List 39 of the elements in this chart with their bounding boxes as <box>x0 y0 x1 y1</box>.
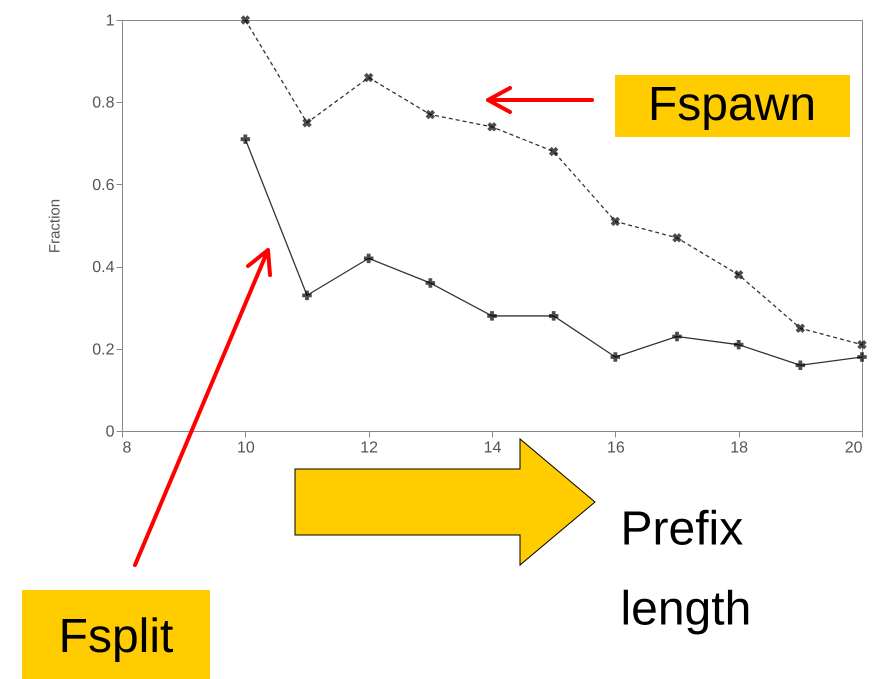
point <box>610 216 620 226</box>
point <box>487 311 497 321</box>
point <box>240 134 250 144</box>
y-tick-label: 0.8 <box>92 94 115 112</box>
point <box>796 360 806 370</box>
point <box>672 233 682 243</box>
x-tick-label: 8 <box>122 440 132 456</box>
y-tick-label: 0.4 <box>92 259 115 276</box>
x-tick-label: 14 <box>484 440 502 456</box>
point <box>426 278 436 288</box>
point <box>734 340 744 350</box>
series-label: Fspawn <box>648 78 816 131</box>
point <box>426 110 436 120</box>
point <box>302 290 312 300</box>
x-axis-title: Prefix length <box>620 502 752 636</box>
y-tick-label: 0 <box>106 424 115 440</box>
point <box>302 118 312 128</box>
point <box>240 15 250 25</box>
point <box>796 324 806 333</box>
point <box>364 72 374 82</box>
x-tick-label: 16 <box>606 440 625 456</box>
x-tick-label: 20 <box>844 440 863 456</box>
point <box>672 332 682 342</box>
x-tick-label: 10 <box>236 440 255 456</box>
point <box>364 254 374 264</box>
x-tick-label: 18 <box>730 440 748 456</box>
y-axis-title: Fraction <box>46 198 64 254</box>
point <box>487 122 497 132</box>
point <box>857 340 867 350</box>
point <box>548 146 558 156</box>
point <box>610 352 620 362</box>
x-tick-label: 12 <box>360 440 378 456</box>
y-tick-label: 1 <box>106 12 115 30</box>
y-tick-label: 0.2 <box>92 341 115 358</box>
y-tick-label: 0.6 <box>92 176 115 194</box>
point <box>857 352 867 362</box>
point <box>548 311 558 321</box>
text: Fsplit <box>58 610 174 663</box>
point <box>734 270 744 280</box>
